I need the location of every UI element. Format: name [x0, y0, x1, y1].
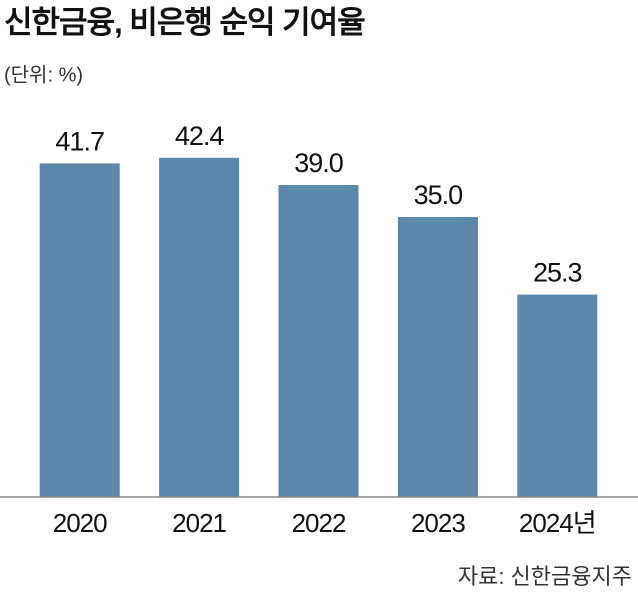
chart-subtitle: (단위: %)	[4, 63, 83, 86]
bar	[278, 185, 359, 497]
x-tick-label: 2023	[411, 508, 465, 538]
value-label: 42.4	[175, 121, 225, 151]
value-label: 41.7	[55, 127, 104, 157]
x-tick-label: 2021	[172, 508, 226, 538]
chart-title: 신한금융, 비은행 순익 기여율	[4, 5, 365, 40]
value-label: 25.3	[533, 258, 582, 288]
bar	[517, 294, 598, 497]
bar	[159, 157, 240, 498]
x-tick-label: 2024년	[519, 508, 596, 538]
bar	[39, 163, 120, 497]
x-tick-label: 2020	[53, 508, 107, 538]
source: 자료: 신한금융지주	[458, 564, 632, 589]
x-tick-label: 2022	[292, 508, 346, 538]
value-label: 39.0	[294, 148, 343, 178]
value-label: 35.0	[414, 180, 463, 210]
bar	[397, 217, 478, 497]
